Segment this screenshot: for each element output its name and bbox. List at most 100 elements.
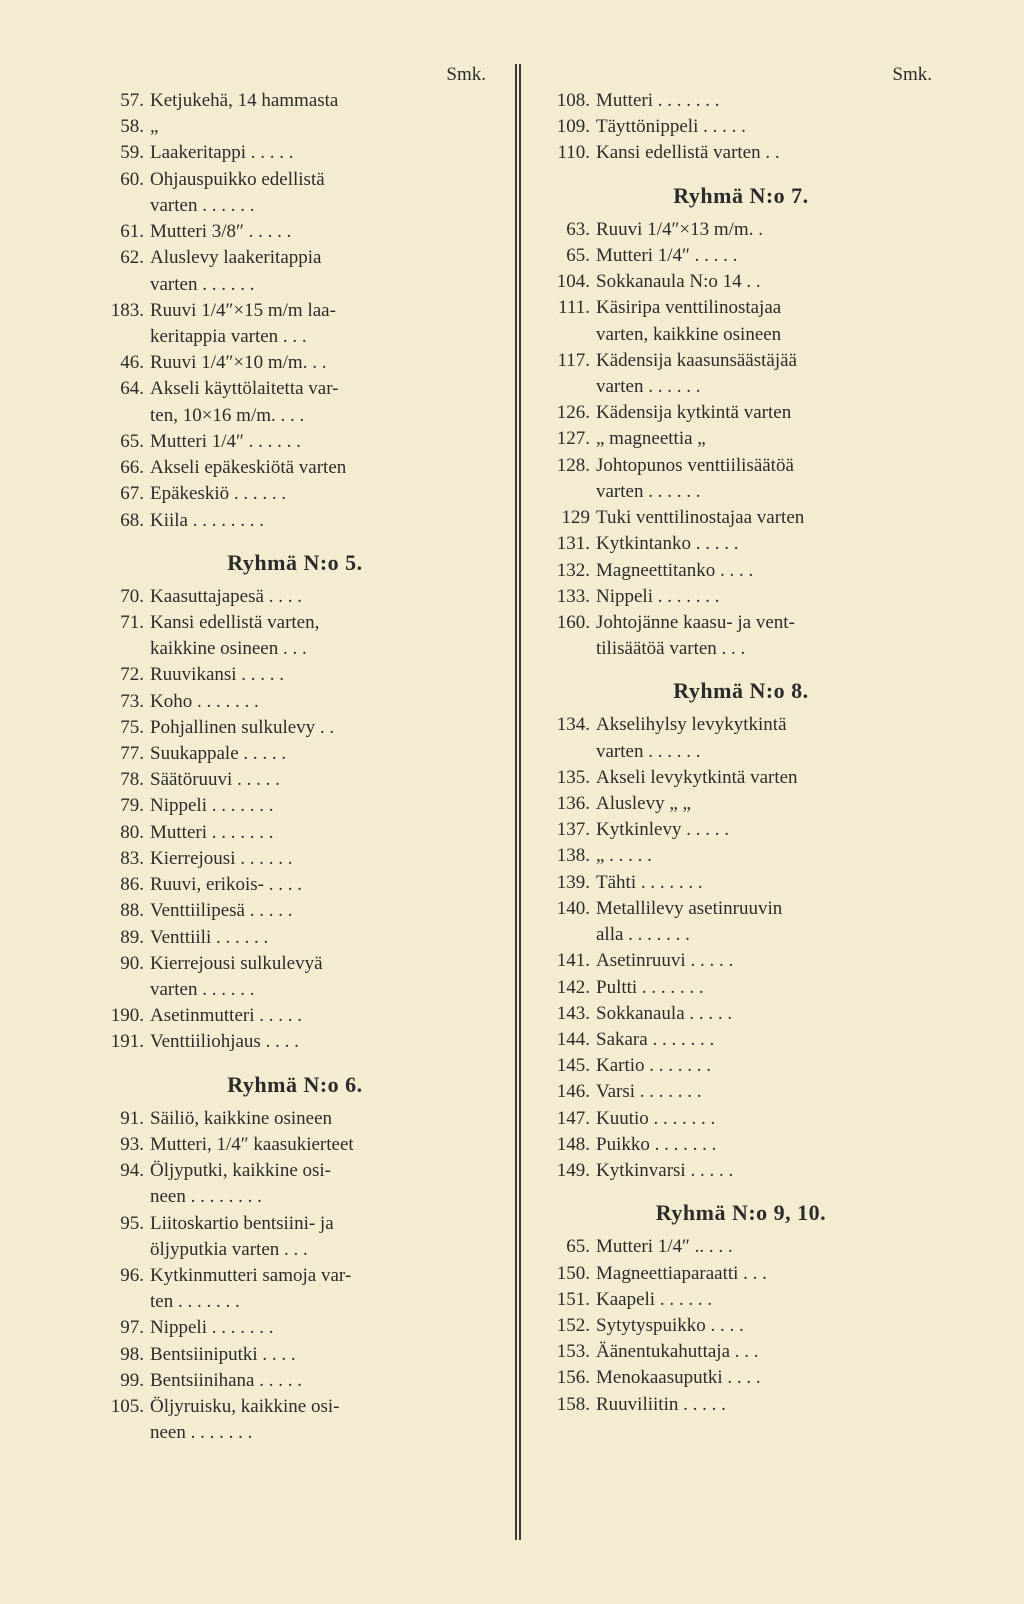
list-item: 00.ten, 10×16 m/m. . . . bbox=[96, 403, 494, 429]
item-text: Ruuvi 1/4″×10 m/m. . . bbox=[148, 350, 494, 376]
item-text: neen . . . . . . . bbox=[148, 1420, 494, 1446]
left-column: Smk. 57.Ketjukehä, 14 hammasta58. „59.La… bbox=[96, 64, 494, 1540]
item-text: Kuutio . . . . . . . bbox=[594, 1106, 940, 1132]
item-text: Pohjallinen sulkulevy . . bbox=[148, 715, 494, 741]
list-item: 147.Kuutio . . . . . . . bbox=[542, 1106, 940, 1132]
item-number: 94. bbox=[96, 1158, 148, 1184]
item-text: Kierrejousi . . . . . . bbox=[148, 846, 494, 872]
item-number: 136. bbox=[542, 791, 594, 817]
item-number: 89. bbox=[96, 925, 148, 951]
item-text: keritappia varten . . . bbox=[148, 324, 494, 350]
item-text: Kytkintanko . . . . . bbox=[594, 531, 940, 557]
item-number: 149. bbox=[542, 1158, 594, 1184]
item-text: Kytkinvarsi . . . . . bbox=[594, 1158, 940, 1184]
item-text: Ketjukehä, 14 hammasta bbox=[148, 88, 494, 114]
item-number: 86. bbox=[96, 872, 148, 898]
list-item: 143.Sokkanaula . . . . . bbox=[542, 1001, 940, 1027]
list-item: 98.Bentsiiniputki . . . . bbox=[96, 1342, 494, 1368]
item-text: Asetinmutteri . . . . . bbox=[148, 1003, 494, 1029]
item-number: 65. bbox=[542, 243, 594, 269]
right-column: Smk. 108.Mutteri . . . . . . .109.Täyttö… bbox=[542, 64, 940, 1540]
item-text: Kartio . . . . . . . bbox=[594, 1053, 940, 1079]
item-text: Tähti . . . . . . . bbox=[594, 870, 940, 896]
item-text: varten . . . . . . bbox=[594, 374, 940, 400]
item-number: 58. bbox=[96, 114, 148, 140]
item-number: 140. bbox=[542, 896, 594, 922]
item-text: Käsiripa venttilinostajaa bbox=[594, 295, 940, 321]
list-item: 190.Asetinmutteri . . . . . bbox=[96, 1003, 494, 1029]
item-text: Kädensija kaasunsäästäjää bbox=[594, 348, 940, 374]
item-text: Mutteri 1/4″ . . . . . bbox=[594, 243, 940, 269]
list-item: 127. „ magneettia „ bbox=[542, 426, 940, 452]
item-text: öljyputkia varten . . . bbox=[148, 1237, 494, 1263]
item-text: Kierrejousi sulkulevyä bbox=[148, 951, 494, 977]
list-item: 142.Pultti . . . . . . . bbox=[542, 975, 940, 1001]
list-item: 136.Aluslevy „ „ bbox=[542, 791, 940, 817]
item-text: varten, kaikkine osineen bbox=[594, 322, 940, 348]
list-item: 144.Sakara . . . . . . . bbox=[542, 1027, 940, 1053]
item-number: 131. bbox=[542, 531, 594, 557]
item-number: 88. bbox=[96, 898, 148, 924]
list-item: 148.Puikko . . . . . . . bbox=[542, 1132, 940, 1158]
item-text: Mutteri, 1/4″ kaasukierteet bbox=[148, 1132, 494, 1158]
item-number: 67. bbox=[96, 481, 148, 507]
item-number: 148. bbox=[542, 1132, 594, 1158]
item-text: Liitoskartio bentsiini- ja bbox=[148, 1211, 494, 1237]
list-item: 71.Kansi edellistä varten, bbox=[96, 610, 494, 636]
item-text: Säiliö, kaikkine osineen bbox=[148, 1106, 494, 1132]
item-number: 77. bbox=[96, 741, 148, 767]
list-item: 109.Täyttönippeli . . . . . bbox=[542, 114, 940, 140]
list-item: 135.Akseli levykytkintä varten bbox=[542, 765, 940, 791]
item-number: 153. bbox=[542, 1339, 594, 1365]
item-number: 95. bbox=[96, 1211, 148, 1237]
group-heading-5: Ryhmä N:o 5. bbox=[96, 550, 494, 576]
item-text: Sytytyspuikko . . . . bbox=[594, 1313, 940, 1339]
list-item: 70.Kaasuttajapesä . . . . bbox=[96, 584, 494, 610]
item-number: 68. bbox=[96, 508, 148, 534]
item-number: 142. bbox=[542, 975, 594, 1001]
list-item: 65.Mutteri 1/4″ . . . . . . bbox=[96, 429, 494, 455]
list-item: 139.Tähti . . . . . . . bbox=[542, 870, 940, 896]
item-number: 73. bbox=[96, 689, 148, 715]
item-text: Sokkanaula . . . . . bbox=[594, 1001, 940, 1027]
list-item: 88.Venttiilipesä . . . . . bbox=[96, 898, 494, 924]
item-text: Kaapeli . . . . . . bbox=[594, 1287, 940, 1313]
list-item: 137.Kytkinlevy . . . . . bbox=[542, 817, 940, 843]
item-text: Venttiili . . . . . . bbox=[148, 925, 494, 951]
item-text: tilisäätöä varten . . . bbox=[594, 636, 940, 662]
list-item: 153.Äänentukahuttaja . . . bbox=[542, 1339, 940, 1365]
item-text: Aluslevy „ „ bbox=[594, 791, 940, 817]
list-block: 134.Akselihylsy levykytkintä00.varten . … bbox=[542, 712, 940, 1184]
item-text: Kaasuttajapesä . . . . bbox=[148, 584, 494, 610]
list-item: 64.Akseli käyttölaitetta var- bbox=[96, 376, 494, 402]
item-number: 183. bbox=[96, 298, 148, 324]
item-number: 129 bbox=[542, 505, 594, 531]
item-number: 109. bbox=[542, 114, 594, 140]
list-item: 00.neen . . . . . . . bbox=[96, 1420, 494, 1446]
item-number: 80. bbox=[96, 820, 148, 846]
item-text: Kytkinlevy . . . . . bbox=[594, 817, 940, 843]
item-text: varten . . . . . . bbox=[148, 193, 494, 219]
list-item: 95.Liitoskartio bentsiini- ja bbox=[96, 1211, 494, 1237]
item-number: 91. bbox=[96, 1106, 148, 1132]
item-text: Magneettiaparaatti . . . bbox=[594, 1261, 940, 1287]
item-text: Venttiiliohjaus . . . . bbox=[148, 1029, 494, 1055]
item-number: 150. bbox=[542, 1261, 594, 1287]
smk-label-right: Smk. bbox=[542, 64, 940, 88]
list-item: 146.Varsi . . . . . . . bbox=[542, 1079, 940, 1105]
item-number: 64. bbox=[96, 376, 148, 402]
list-item: 117.Kädensija kaasunsäästäjää bbox=[542, 348, 940, 374]
list-item: 46.Ruuvi 1/4″×10 m/m. . . bbox=[96, 350, 494, 376]
list-item: 00.varten . . . . . . bbox=[96, 193, 494, 219]
list-item: 183.Ruuvi 1/4″×15 m/m laa- bbox=[96, 298, 494, 324]
column-separator bbox=[506, 64, 530, 1540]
item-number: 152. bbox=[542, 1313, 594, 1339]
list-item: 00.keritappia varten . . . bbox=[96, 324, 494, 350]
item-number: 96. bbox=[96, 1263, 148, 1289]
item-text: Menokaasuputki . . . . bbox=[594, 1365, 940, 1391]
list-item: 160.Johtojänne kaasu- ja vent- bbox=[542, 610, 940, 636]
item-number: 147. bbox=[542, 1106, 594, 1132]
item-text: neen . . . . . . . . bbox=[148, 1184, 494, 1210]
list-item: 133.Nippeli . . . . . . . bbox=[542, 584, 940, 610]
list-item: 110.Kansi edellistä varten . . bbox=[542, 140, 940, 166]
